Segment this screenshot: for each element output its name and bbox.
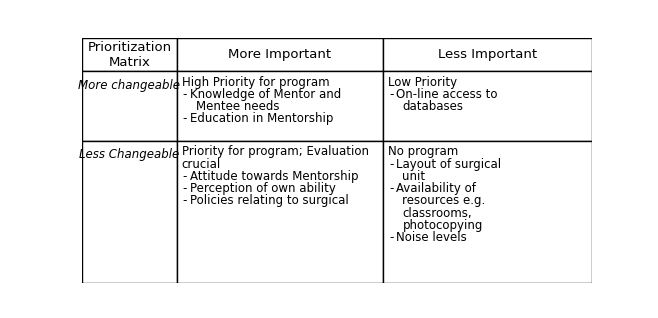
Text: Attitude towards Mentorship: Attitude towards Mentorship (190, 170, 359, 183)
Text: -: - (390, 158, 393, 171)
Text: On-line access to: On-line access to (396, 88, 498, 101)
Text: Policies relating to surgical: Policies relating to surgical (190, 195, 349, 208)
Bar (82, 38, 176, 71)
Text: -: - (183, 182, 187, 195)
Text: More changeable: More changeable (78, 79, 180, 92)
Text: databases: databases (403, 100, 463, 113)
Text: Priority for program; Evaluation: Priority for program; Evaluation (182, 145, 368, 158)
Text: Availability of: Availability of (396, 182, 476, 195)
Text: -: - (390, 88, 393, 101)
Text: -: - (183, 113, 187, 125)
Bar (383, 141, 592, 283)
Text: Low Priority: Low Priority (388, 76, 457, 89)
Text: Prioritization
Matrix: Prioritization Matrix (88, 41, 172, 69)
Text: Less Important: Less Important (438, 48, 537, 61)
Text: Education in Mentorship: Education in Mentorship (190, 113, 333, 125)
Bar (176, 141, 383, 283)
Bar (176, 38, 383, 71)
Text: classrooms,: classrooms, (403, 207, 472, 220)
Text: photocopying: photocopying (403, 219, 483, 232)
Text: Mentee needs: Mentee needs (196, 100, 280, 113)
Text: Less Changeable: Less Changeable (80, 148, 180, 161)
Text: -: - (390, 182, 393, 195)
Text: -: - (183, 195, 187, 208)
Text: Noise levels: Noise levels (396, 231, 467, 244)
Text: crucial: crucial (182, 158, 221, 171)
Bar (82, 141, 176, 283)
Text: More Important: More Important (228, 48, 332, 61)
Text: -: - (183, 88, 187, 101)
Bar (383, 38, 592, 71)
Bar (176, 71, 383, 141)
Text: -: - (183, 170, 187, 183)
Text: Layout of surgical: Layout of surgical (396, 158, 501, 171)
Bar (383, 71, 592, 141)
Text: High Priority for program: High Priority for program (182, 76, 329, 89)
Text: Knowledge of Mentor and: Knowledge of Mentor and (190, 88, 341, 101)
Text: Perception of own ability: Perception of own ability (190, 182, 336, 195)
Text: unit: unit (403, 170, 426, 183)
Text: No program: No program (388, 145, 459, 158)
Text: resources e.g.: resources e.g. (403, 195, 486, 208)
Bar (82, 71, 176, 141)
Text: -: - (390, 231, 393, 244)
